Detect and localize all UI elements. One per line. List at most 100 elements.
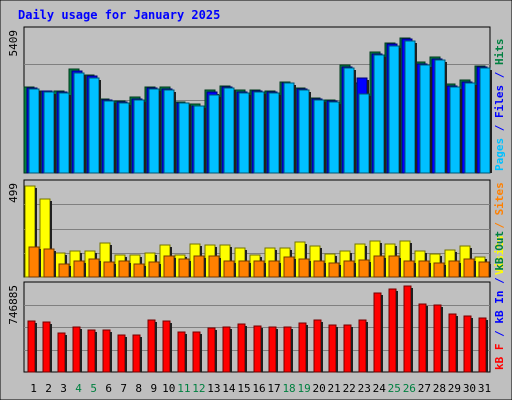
- middle-bar-shadow: [50, 201, 52, 277]
- middle-bar-shadow: [110, 245, 112, 277]
- middle-bar-shadow: [144, 266, 146, 277]
- x-tick-label: 17: [267, 382, 280, 395]
- middle-panel: 499 Visits / Sites: [7, 179, 506, 278]
- bottom-bar-shadow: [291, 329, 293, 372]
- top-bar-pages: [388, 45, 400, 174]
- bottom-bar-shadow: [50, 324, 52, 372]
- bottom-bar-shadow: [441, 307, 443, 372]
- bottom-bar-kb-f: [328, 324, 337, 373]
- middle-bar-sites: [193, 255, 205, 278]
- top-bar-pages: [133, 99, 145, 174]
- top-bar-shadow: [430, 67, 432, 173]
- bottom-bar-shadow: [110, 332, 112, 372]
- top-bar-pages: [298, 89, 310, 174]
- top-bar-shadow: [324, 102, 326, 173]
- middle-legend-segment: /: [493, 215, 506, 235]
- bottom-bar-kb-f: [57, 332, 66, 373]
- bottom-legend-segment: kB F: [493, 344, 506, 371]
- bottom-bar-shadow: [396, 291, 398, 372]
- middle-bar-sites: [223, 260, 235, 278]
- top-bar-pages: [178, 102, 190, 174]
- middle-bar-sites: [463, 258, 475, 278]
- x-tick-label: 18: [282, 382, 295, 395]
- middle-bar-sites: [433, 262, 445, 278]
- middle-bar-shadow: [489, 264, 491, 277]
- top-bar-shadow: [189, 105, 191, 173]
- bottom-bar-shadow: [336, 327, 338, 372]
- top-bar-shadow: [294, 85, 296, 173]
- middle-bar-shadow: [459, 263, 461, 277]
- middle-bar-shadow: [54, 251, 56, 277]
- bottom-bar-shadow: [276, 329, 278, 372]
- top-bar-shadow: [354, 70, 356, 173]
- top-bar-pages: [73, 72, 85, 174]
- bottom-bar-shadow: [366, 322, 368, 372]
- middle-bar-shadow: [429, 263, 431, 277]
- middle-bar-sites: [313, 260, 325, 278]
- middle-bar-sites: [478, 261, 490, 278]
- bottom-bar-shadow: [140, 337, 142, 372]
- x-tick-label: 5: [90, 382, 97, 395]
- middle-bar-sites: [163, 255, 175, 278]
- bottom-bar-kb-f: [117, 334, 126, 373]
- x-tick-label: 27: [418, 382, 431, 395]
- x-tick-label: 14: [222, 382, 236, 395]
- top-bar-pages: [193, 105, 205, 174]
- bottom-bar-shadow: [80, 329, 82, 372]
- top-bar-shadow: [84, 75, 86, 173]
- middle-bar-shadow: [159, 264, 161, 277]
- middle-bar-shadow: [35, 188, 37, 277]
- bottom-bar-kb-f: [87, 329, 96, 373]
- middle-bar-shadow: [309, 261, 311, 277]
- bottom-bar-kb-f: [388, 288, 397, 373]
- top-bar-pages: [163, 89, 175, 174]
- bottom-legend-segment: kB In: [493, 291, 506, 324]
- x-tick-label: 6: [105, 382, 112, 395]
- top-bar-shadow: [309, 92, 311, 173]
- x-tick-label: 19: [297, 382, 310, 395]
- x-tick-label: 9: [150, 382, 157, 395]
- top-legend-segment: /: [493, 118, 506, 138]
- top-bar-pages: [223, 87, 235, 174]
- top-bar-pages: [464, 82, 476, 174]
- x-tick-label: 28: [433, 382, 446, 395]
- middle-bar-sites: [73, 260, 85, 278]
- top-legend-segment: Hits: [493, 39, 506, 66]
- middle-bar-sites: [208, 255, 220, 278]
- x-tick-label: 24: [373, 382, 387, 395]
- middle-bar-shadow: [69, 266, 71, 277]
- middle-bar-shadow: [444, 265, 446, 277]
- middle-bar-shadow: [174, 258, 176, 277]
- x-tick-label: 21: [328, 382, 341, 395]
- middle-bar-sites: [28, 246, 40, 278]
- top-panel: 5409 Pages / Files / Hits: [7, 26, 506, 174]
- bottom-bar-shadow: [230, 329, 232, 372]
- middle-bar-shadow: [369, 262, 371, 277]
- top-bar-pages: [328, 101, 340, 174]
- chart-title: Daily usage for January 2025: [18, 8, 220, 22]
- top-bar-shadow: [264, 94, 266, 173]
- middle-bar-shadow: [354, 263, 356, 277]
- middle-bar-sites: [388, 255, 400, 278]
- bottom-bar-kb-f: [448, 313, 457, 373]
- top-bar-shadow: [384, 57, 386, 173]
- x-axis-labels: 1 2 3 4 5 6 7 8 9 10 11 12 13 14 15 16 17 18 19 20 21 22 23 24 2…: [30, 382, 491, 395]
- middle-bar-shadow: [249, 263, 251, 277]
- bottom-bar-shadow: [200, 334, 202, 372]
- middle-bar-sites: [358, 259, 370, 278]
- bottom-bar-kb-f: [343, 324, 352, 373]
- top-bar-shadow: [99, 80, 101, 173]
- middle-bar-sites: [403, 260, 415, 278]
- bottom-bar-shadow: [351, 327, 353, 372]
- bottom-bar-kb-f: [147, 319, 156, 373]
- top-bar-pages: [28, 88, 40, 174]
- x-tick-label: 4: [75, 382, 82, 395]
- middle-bar-shadow: [99, 261, 101, 277]
- middle-series-legend: Visits / Sites: [493, 182, 506, 275]
- top-bar-pages: [343, 67, 355, 174]
- top-legend-segment: Pages: [493, 138, 506, 171]
- middle-bar-sites: [373, 255, 385, 278]
- bottom-bar-shadow: [306, 325, 308, 372]
- bottom-bar-shadow: [411, 288, 413, 372]
- top-bar-pages: [419, 64, 431, 174]
